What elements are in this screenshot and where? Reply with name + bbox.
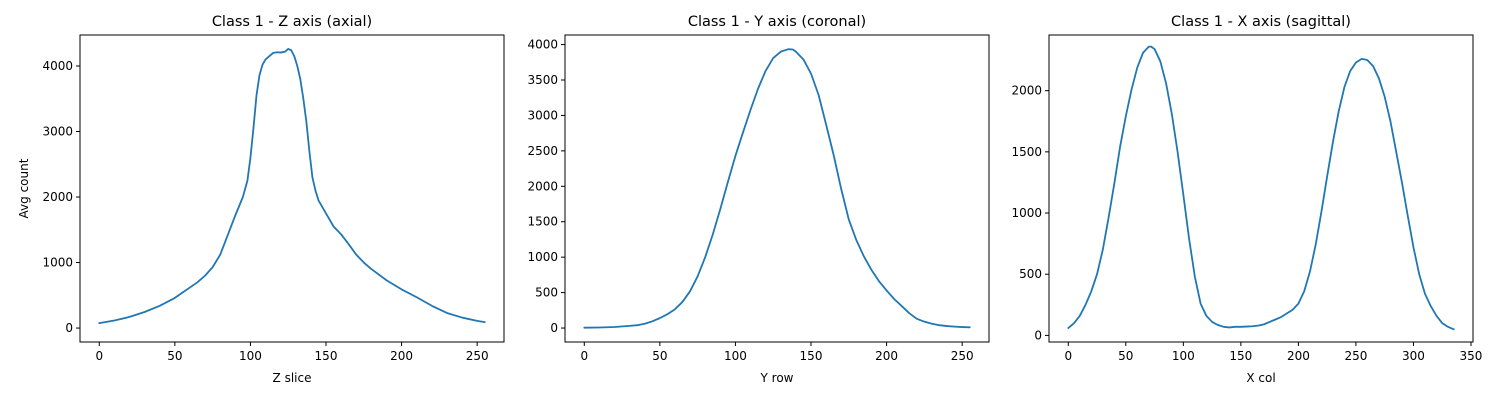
x-tick-label: 50 (1118, 349, 1133, 363)
x-axis-title: X col (1246, 371, 1275, 385)
series-line (1067, 45, 1455, 331)
y-tick-label: 2000 (527, 179, 558, 193)
series-line (583, 48, 971, 329)
x-tick-label: 0 (95, 349, 103, 363)
x-tick-label: 150 (315, 349, 338, 363)
chart-title: Class 1 - X axis (sagittal) (1171, 14, 1351, 30)
x-axis-title: Z slice (273, 371, 312, 385)
chart-title: Class 1 - Z axis (axial) (212, 14, 372, 30)
x-tick-label: 200 (390, 349, 413, 363)
series-line (98, 48, 486, 325)
y-tick-label: 3500 (527, 73, 558, 87)
chart-panel-z-axis: 0 50 100 150 200 250 0 1000 2000 3000 4000 Class 1 … (17, 14, 505, 385)
x-tick-label: 0 (1064, 349, 1072, 363)
y-tick-label: 0 (550, 321, 558, 335)
x-tick-label: 300 (1402, 349, 1425, 363)
x-tick-label: 50 (167, 349, 182, 363)
y-tick-label: 4000 (42, 59, 73, 73)
chart-panel-y-axis: 0 50 100 150 200 2500500100015002000250030003… (527, 14, 990, 385)
y-tick-label: 3000 (527, 108, 558, 122)
x-tick-label: 250 (466, 349, 489, 363)
y-tick-label: 500 (1019, 267, 1042, 281)
y-tick-label: 1500 (527, 215, 558, 229)
x-tick-label: 100 (724, 349, 747, 363)
x-tick-label: 0 (580, 349, 588, 363)
y-tick-label: 2000 (42, 190, 73, 204)
y-tick-label: 500 (535, 286, 558, 300)
x-tick-label: 100 (239, 349, 262, 363)
x-tick-label: 250 (1344, 349, 1367, 363)
y-tick-label: 1000 (1011, 206, 1042, 220)
chart-title: Class 1 - Y axis (coronal) (688, 14, 866, 30)
x-axis-title: Y row (760, 371, 794, 385)
y-tick-label: 3000 (42, 125, 73, 139)
plot-frame (79, 34, 505, 343)
x-tick-label: 50 (652, 349, 667, 363)
y-axis-title: Avg count (17, 158, 31, 218)
y-tick-label: 4000 (527, 38, 558, 52)
y-tick-label: 1500 (1011, 145, 1042, 159)
x-tick-label: 200 (1287, 349, 1310, 363)
x-tick-label: 150 (800, 349, 823, 363)
y-tick-label: 0 (1034, 328, 1042, 342)
x-tick-label: 250 (951, 349, 974, 363)
x-tick-label: 100 (1172, 349, 1195, 363)
y-tick-label: 1000 (527, 250, 558, 264)
x-tick-label: 200 (875, 349, 898, 363)
y-tick-label: 1000 (42, 256, 73, 270)
y-tick-label: 2000 (1011, 84, 1042, 98)
chart-panel-x-axis: 0 50 100 150 200 250 300 350 0 500 1000 1500 2000 Cla… (1011, 14, 1482, 385)
x-tick-label: 350 (1460, 349, 1483, 363)
plot-frame (1048, 34, 1474, 343)
x-tick-label: 150 (1229, 349, 1252, 363)
y-tick-label: 0 (65, 321, 73, 335)
plot-frame (564, 34, 990, 343)
y-tick-label: 2500 (527, 144, 558, 158)
